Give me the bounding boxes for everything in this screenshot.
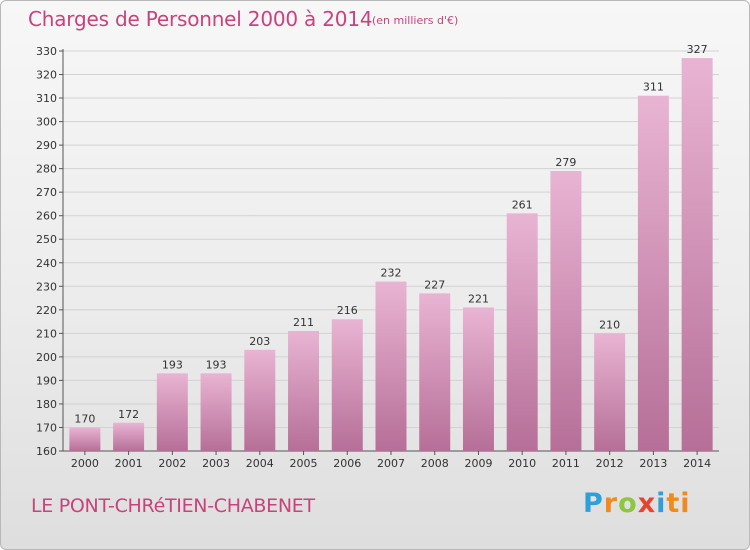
data-label: 327	[687, 43, 708, 56]
y-tick-label: 310	[36, 92, 57, 105]
bar	[331, 319, 363, 451]
bar	[288, 331, 320, 451]
data-label: 279	[555, 156, 576, 169]
data-label: 221	[468, 292, 489, 305]
bar	[594, 333, 626, 451]
data-labels: 170 172 193 193 203 211 216 232 227 221 261 279 210 3…	[74, 43, 707, 425]
x-tick-label: 2013	[639, 457, 667, 470]
bar	[156, 373, 188, 451]
tick-labels: 160 170 180 190 200 210 220 230 240 250 260 270 280 2…	[36, 45, 711, 470]
x-tick-label: 2002	[158, 457, 186, 470]
bar	[69, 427, 101, 451]
y-tick-label: 270	[36, 186, 57, 199]
x-tick-label: 2010	[508, 457, 536, 470]
bar	[113, 422, 145, 451]
data-label: 261	[512, 198, 533, 211]
chart-title: Charges de Personnel 2000 à 2014	[28, 7, 373, 31]
proxiti-logo: Proxiti	[583, 488, 691, 519]
data-label: 193	[206, 358, 227, 371]
y-tick-label: 240	[36, 257, 57, 270]
x-tick-label: 2003	[202, 457, 230, 470]
logo-letter: i	[656, 488, 667, 519]
y-tick-label: 170	[36, 421, 57, 434]
commune-name: LE PONT-CHRéTIEN-CHABENET	[31, 495, 315, 517]
bar	[637, 95, 669, 452]
logo-letter: ti	[666, 488, 691, 519]
bar	[506, 213, 538, 451]
y-tick-label: 280	[36, 163, 57, 176]
data-label: 227	[424, 278, 445, 291]
y-tick-label: 180	[36, 398, 57, 411]
y-tick-label: 330	[36, 45, 57, 58]
bar	[681, 58, 713, 451]
x-tick-label: 2011	[552, 457, 580, 470]
bar	[419, 293, 451, 451]
data-label: 210	[599, 318, 620, 331]
x-tick-label: 2005	[290, 457, 318, 470]
x-tick-label: 2006	[333, 457, 361, 470]
y-tick-label: 230	[36, 280, 57, 293]
y-tick-label: 290	[36, 139, 57, 152]
y-tick-label: 250	[36, 233, 57, 246]
x-tick-label: 2014	[683, 457, 711, 470]
bar	[200, 373, 232, 451]
x-tick-label: 2007	[377, 457, 405, 470]
y-tick-label: 210	[36, 327, 57, 340]
bar	[375, 281, 407, 451]
logo-letter: x	[637, 488, 657, 519]
y-tick-label: 300	[36, 116, 57, 129]
y-tick-label: 320	[36, 69, 57, 82]
y-tick-label: 260	[36, 210, 57, 223]
bar	[244, 349, 276, 451]
x-tick-label: 2004	[246, 457, 274, 470]
x-tick-label: 2001	[115, 457, 143, 470]
data-label: 193	[162, 358, 183, 371]
x-tick-label: 2012	[596, 457, 624, 470]
data-label: 203	[249, 335, 270, 348]
x-tick-label: 2009	[464, 457, 492, 470]
data-label: 311	[643, 81, 664, 94]
logo-letter: r	[603, 488, 619, 519]
unit-note: (en milliers d'€)	[372, 14, 459, 27]
data-label: 172	[118, 408, 139, 421]
x-tick-label: 2000	[71, 457, 99, 470]
logo-letter: P	[583, 488, 604, 519]
bar	[462, 307, 494, 451]
bars	[69, 58, 713, 452]
x-tick-label: 2008	[421, 457, 449, 470]
logo-letter: o	[618, 488, 638, 519]
data-label: 232	[381, 267, 402, 280]
data-label: 170	[74, 412, 95, 425]
y-tick-label: 220	[36, 304, 57, 317]
bar	[550, 171, 582, 451]
data-label: 216	[337, 304, 358, 317]
y-tick-label: 190	[36, 374, 57, 387]
data-label: 211	[293, 316, 314, 329]
y-tick-label: 200	[36, 351, 57, 364]
y-tick-label: 160	[36, 445, 57, 458]
